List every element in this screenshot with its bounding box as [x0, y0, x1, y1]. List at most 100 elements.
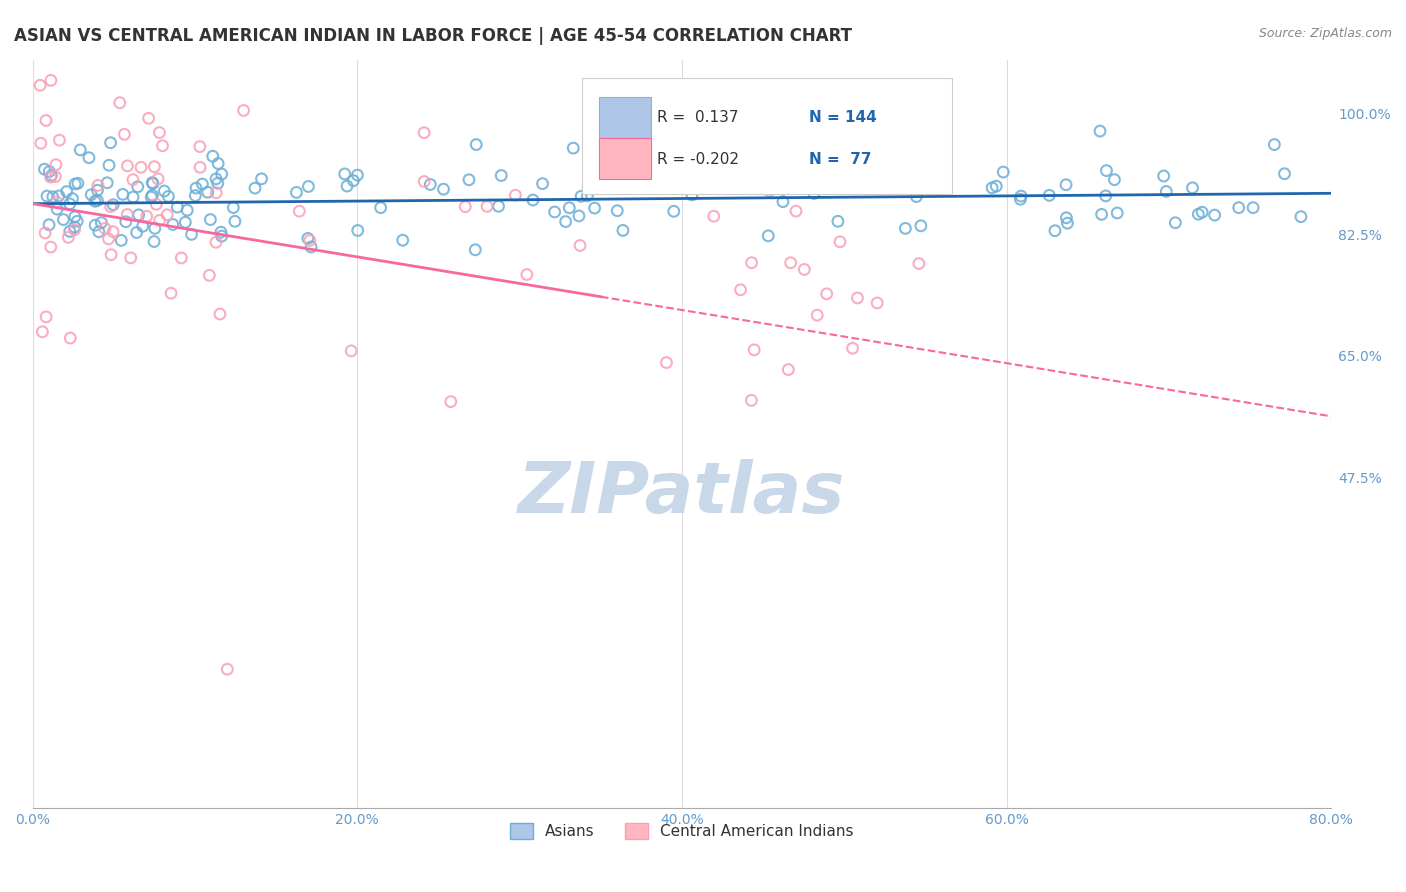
Point: [59, 197, 82, 211]
Point: [39, 240, 62, 254]
Point: [464, 243, 486, 257]
Point: [243, 181, 266, 195]
Point: [201, 149, 224, 163]
Point: [38, 218, 60, 232]
Point: [138, 112, 160, 126]
Point: [63, 220, 86, 235]
Point: [1043, 224, 1066, 238]
Point: [568, 209, 591, 223]
Point: [184, 181, 207, 195]
Point: [1010, 192, 1032, 206]
Point: [222, 201, 245, 215]
Point: [583, 201, 606, 215]
Point: [207, 176, 229, 190]
Point: [97, 232, 120, 246]
Point: [454, 200, 477, 214]
Point: [131, 219, 153, 234]
Point: [211, 167, 233, 181]
Point: [94, 221, 117, 235]
Point: [993, 165, 1015, 179]
Point: [779, 256, 801, 270]
Point: [1095, 163, 1118, 178]
Point: [1191, 205, 1213, 219]
Point: [986, 179, 1008, 194]
Point: [827, 214, 849, 228]
Point: [122, 172, 145, 186]
Point: [174, 215, 197, 229]
Point: [80, 187, 103, 202]
Legend: Asians, Central American Indians: Asians, Central American Indians: [503, 817, 860, 845]
Point: [45, 194, 67, 209]
Point: [1038, 188, 1060, 202]
Point: [200, 212, 222, 227]
FancyBboxPatch shape: [599, 97, 651, 138]
Point: [391, 233, 413, 247]
Point: [209, 225, 232, 239]
Point: [785, 204, 807, 219]
Point: [981, 181, 1004, 195]
Point: [211, 229, 233, 244]
Point: [142, 177, 165, 191]
Point: [554, 214, 576, 228]
Point: [63, 222, 86, 236]
Point: [806, 308, 828, 322]
Point: [370, 201, 392, 215]
Point: [250, 171, 273, 186]
Point: [148, 126, 170, 140]
Point: [35, 113, 58, 128]
Point: [100, 248, 122, 262]
Point: [769, 173, 792, 187]
Point: [1164, 216, 1187, 230]
Point: [148, 213, 170, 227]
Point: [191, 177, 214, 191]
Point: [543, 205, 565, 219]
Point: [1241, 201, 1264, 215]
Text: R = -0.202: R = -0.202: [657, 152, 740, 167]
Point: [114, 215, 136, 229]
Point: [772, 194, 794, 209]
Text: ZIPatlas: ZIPatlas: [519, 459, 845, 528]
Point: [458, 173, 481, 187]
Point: [39, 73, 62, 87]
Point: [46, 202, 69, 216]
Point: [41, 169, 63, 183]
Point: [117, 159, 139, 173]
Text: N =  77: N = 77: [810, 152, 872, 167]
Point: [1204, 208, 1226, 222]
Point: [562, 141, 585, 155]
Point: [1088, 124, 1111, 138]
Point: [1091, 207, 1114, 221]
Point: [346, 168, 368, 182]
Point: [807, 156, 830, 170]
Point: [153, 184, 176, 198]
Point: [730, 283, 752, 297]
Point: [110, 233, 132, 247]
FancyBboxPatch shape: [582, 78, 952, 194]
Point: [488, 199, 510, 213]
Point: [55, 185, 77, 199]
Point: [145, 197, 167, 211]
Point: [112, 128, 135, 142]
Point: [730, 178, 752, 193]
Point: [285, 186, 308, 200]
Point: [336, 179, 359, 194]
Point: [342, 174, 364, 188]
Point: [681, 188, 703, 202]
Point: [612, 223, 634, 237]
Point: [205, 235, 228, 250]
Point: [30, 78, 52, 93]
Point: [34, 226, 56, 240]
Text: Source: ZipAtlas.com: Source: ZipAtlas.com: [1258, 27, 1392, 40]
Point: [1054, 211, 1077, 225]
Point: [45, 158, 67, 172]
Point: [143, 221, 166, 235]
Point: [908, 256, 931, 270]
Point: [1289, 210, 1312, 224]
Point: [780, 149, 803, 163]
Text: 100.0%: 100.0%: [1339, 108, 1391, 122]
Point: [413, 126, 436, 140]
Point: [419, 178, 441, 192]
Point: [197, 186, 219, 200]
Point: [298, 234, 321, 248]
Point: [66, 176, 89, 190]
